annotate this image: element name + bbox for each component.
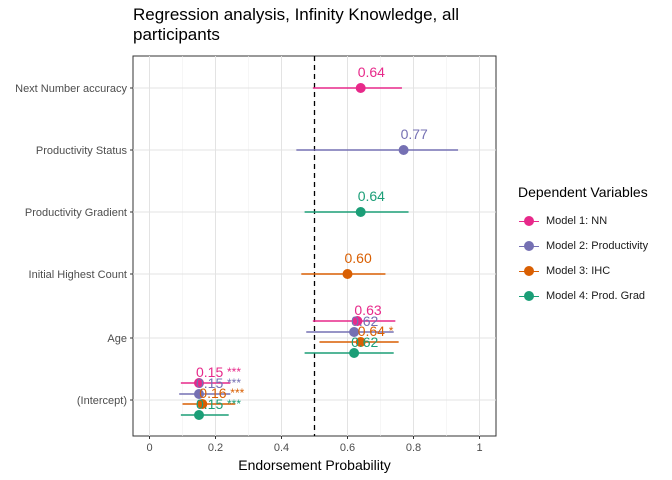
x-tick-label: 0.8: [406, 442, 421, 454]
series-3: 0.600.64 *0.16 ***: [182, 250, 399, 409]
major-gridlines: [133, 56, 496, 436]
significance-label: ***: [227, 376, 241, 390]
estimate-point: [355, 337, 366, 347]
estimate-point: [349, 327, 360, 337]
estimate-point: [194, 378, 204, 388]
legend-item-3: Model 3: IHC: [518, 258, 648, 283]
legend-title: Dependent Variables: [518, 184, 648, 200]
value-label: 0.62: [351, 313, 378, 329]
x-tick-label: 0.6: [340, 442, 355, 454]
significance-label: ***: [230, 386, 244, 400]
series-1: 0.64 0.63 0.15 ***: [180, 64, 402, 388]
significance-label: *: [389, 324, 394, 338]
value-label: 0.60: [345, 250, 372, 266]
chart-marks: 0.640.630.15 ***0.770.620.15 ***0.600.64 *0…: [179, 64, 459, 420]
estimate-point: [352, 316, 363, 326]
value-label: 0.15: [196, 364, 223, 380]
legend-label: Model 3: IHC: [546, 264, 611, 277]
series-2: 0.77 0.62 0.15 ***: [179, 126, 459, 399]
estimate-point: [194, 410, 204, 420]
estimate-point: [355, 83, 366, 93]
value-label: 0.16: [199, 385, 226, 401]
y-tick-label: Next Number accuracy: [15, 83, 127, 95]
legend-key: [518, 289, 540, 303]
estimate-point: [342, 269, 353, 279]
legend-key: [518, 264, 540, 278]
estimate-point: [398, 145, 409, 155]
legend-label: Model 1: NN: [546, 214, 608, 227]
legend-label: Model 2: Productivity: [546, 239, 649, 252]
estimate-point: [197, 399, 208, 409]
legend-item-1: Model 1: NN: [518, 208, 648, 233]
y-tick-label: Age: [107, 333, 127, 345]
x-axis: 0 0.2 0.4 0.6 0.8 1: [146, 436, 483, 454]
x-tick-label: 0: [146, 442, 152, 454]
value-label: 0.63: [354, 302, 381, 318]
legend-items: Model 1: NN Model 2: Productivity Model 3:…: [518, 208, 648, 308]
value-label: 0.15: [196, 396, 223, 412]
legend-key: [518, 214, 540, 228]
value-label: 0.62: [351, 334, 378, 350]
y-tick-label: Initial Highest Count: [29, 269, 127, 281]
x-tick-label: 0.2: [208, 442, 223, 454]
significance-label: ***: [227, 365, 241, 379]
estimate-point: [349, 348, 360, 358]
legend-label: Model 4: Prod. Grad: [546, 289, 646, 302]
value-label: 0.64: [358, 64, 385, 80]
legend-key: [518, 239, 540, 253]
y-tick-label: Productivity Status: [36, 145, 128, 157]
legend-item-2: Model 2: Productivity: [518, 233, 648, 258]
legend: Dependent Variables Model 1: NN Model 2: …: [518, 184, 648, 308]
x-axis-label: Endorsement Probability: [238, 457, 391, 473]
value-label: 0.64: [358, 188, 385, 204]
y-tick-label: Productivity Gradient: [25, 207, 127, 219]
series-4: 0.640.620.15 ***: [180, 188, 409, 420]
estimate-point: [355, 207, 366, 217]
significance-label: ***: [227, 397, 241, 411]
y-axis: Next Number accuracy Productivity Status P…: [15, 83, 133, 407]
estimate-point: [194, 389, 204, 399]
legend-item-4: Model 4: Prod. Grad: [518, 283, 648, 308]
value-label: 0.15: [196, 375, 223, 391]
x-tick-label: 0.4: [274, 442, 289, 454]
value-label: 0.64: [358, 323, 385, 339]
chart-title: Regression analysis, Infinity Knowledge,…: [133, 5, 460, 44]
x-tick-label: 1: [476, 442, 482, 454]
value-label: 0.77: [401, 126, 428, 142]
y-tick-label: (Intercept): [77, 395, 127, 407]
